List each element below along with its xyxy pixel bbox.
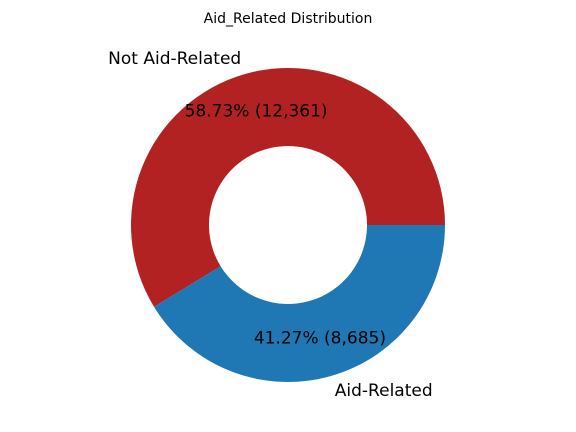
donut-slice-0 xyxy=(131,68,446,307)
donut-slices xyxy=(131,68,446,382)
donut-labels: Not Aid-Related 58.73% (12,361) Aid-Relate… xyxy=(108,49,432,401)
slice-value-label-0: 58.73% (12,361) xyxy=(185,102,328,122)
slice-value-label-1: 41.27% (8,685) xyxy=(254,328,386,348)
slice-label-1: Aid-Related xyxy=(335,381,433,401)
chart-title: Aid_Related Distribution xyxy=(204,11,373,27)
slice-label-0: Not Aid-Related xyxy=(108,49,241,69)
donut-slice-1 xyxy=(154,225,445,382)
